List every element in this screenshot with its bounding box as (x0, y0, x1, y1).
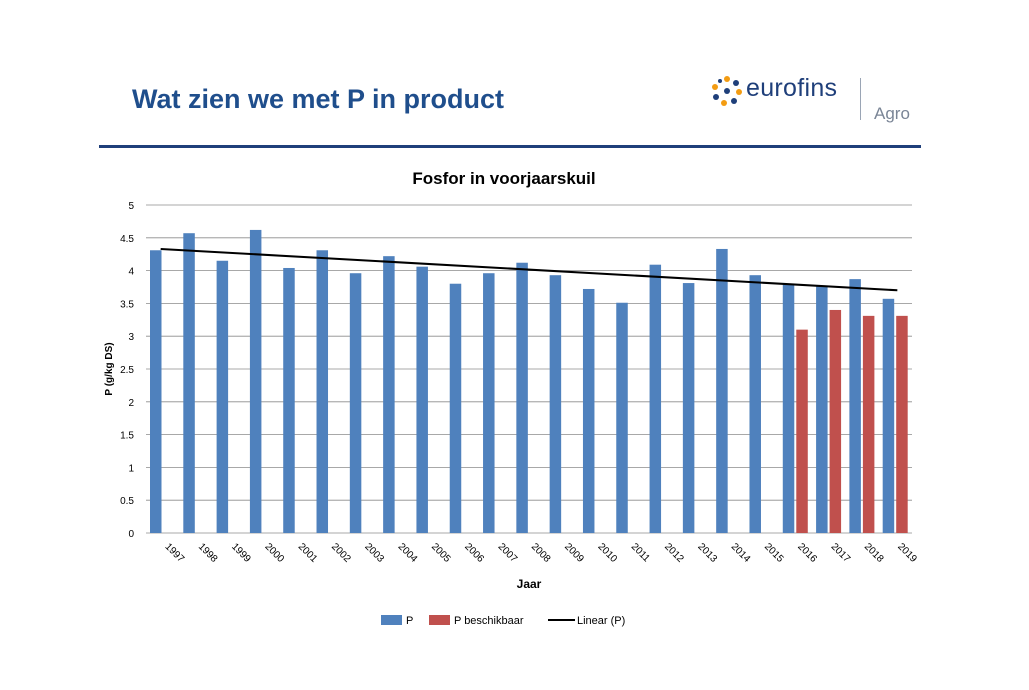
eurofins-dots-icon (712, 76, 742, 106)
bar-p (449, 283, 462, 533)
legend-label-p: P (406, 615, 413, 627)
bar-p (249, 229, 262, 534)
bar-p (882, 298, 895, 533)
legend-swatch-p (381, 615, 402, 625)
y-tick-label: 3 (128, 332, 134, 343)
x-tick-label: 1999 (229, 541, 253, 565)
legend-label-p-beschikbaar: P beschikbaar (454, 615, 524, 627)
legend-label-linear-p: Linear (P) (577, 615, 625, 627)
y-tick-label: 0.5 (120, 496, 134, 507)
chart-title: Fosfor in voorjaarskuil (412, 169, 595, 188)
logo-subtitle: Agro (874, 104, 910, 123)
bar-p (416, 266, 428, 533)
x-tick-label: 1998 (196, 541, 220, 565)
x-tick-label: 2016 (795, 541, 819, 565)
bar-p (649, 264, 662, 533)
bar-p (816, 285, 828, 533)
x-tick-label: 2002 (329, 541, 353, 565)
y-tick-label: 3.5 (120, 299, 134, 310)
x-tick-label: 2019 (895, 541, 919, 565)
bar-p-beschikbaar (862, 315, 875, 533)
y-axis-label: P (g/kg DS) (104, 342, 115, 395)
x-tick-label: 2017 (829, 541, 853, 565)
bar-p (782, 283, 795, 533)
y-tick-label: 4.5 (120, 234, 134, 245)
bar-p-beschikbaar (829, 309, 842, 533)
bar-p (349, 273, 362, 533)
trendline-linear-p (160, 247, 898, 292)
bar-p (383, 256, 395, 533)
x-tick-label: 2018 (862, 541, 886, 565)
x-tick-label: 2012 (662, 541, 686, 565)
bar-p (150, 250, 162, 533)
bar-p (849, 279, 861, 533)
title-rule (99, 145, 921, 148)
x-tick-label: 1997 (163, 541, 187, 565)
x-tick-label: 2001 (296, 541, 320, 565)
bar-p (716, 248, 728, 533)
x-axis-label: Jaar (517, 577, 542, 591)
bar-p (183, 233, 195, 533)
x-tick-label: 2006 (462, 541, 486, 565)
y-tick-label: 1 (128, 463, 134, 474)
x-tick-label: 2008 (529, 541, 553, 565)
bar-p (616, 302, 628, 533)
bar-p (682, 283, 695, 533)
x-tick-label: 2014 (729, 541, 753, 565)
x-tick-label: 2005 (429, 541, 453, 565)
eurofins-logo: eurofins Agro (712, 72, 912, 128)
bar-p (283, 267, 295, 533)
bar-p (582, 288, 595, 533)
bar-p-beschikbaar (796, 329, 808, 533)
slide-title: Wat zien we met P in product (132, 84, 505, 114)
x-tick-label: 2010 (595, 541, 619, 565)
y-tick-label: 2.5 (120, 365, 134, 376)
bar-p (316, 250, 329, 533)
x-tick-label: 2013 (695, 541, 719, 565)
x-tick-label: 2007 (496, 541, 520, 565)
bar-p (516, 262, 528, 533)
y-tick-label: 2 (128, 398, 134, 409)
bar-p (749, 275, 761, 533)
x-tick-label: 2004 (396, 541, 420, 565)
legend-swatch-p-beschikbaar (429, 615, 450, 625)
y-tick-label: 0 (128, 529, 134, 540)
x-tick-label: 2003 (362, 541, 386, 565)
y-tick-label: 5 (128, 201, 134, 212)
x-tick-label: 2009 (562, 541, 586, 565)
bar-p (216, 260, 229, 533)
logo-divider (860, 78, 861, 120)
y-tick-label: 1.5 (120, 431, 134, 442)
logo-wordmark: eurofins (746, 74, 838, 102)
x-tick-label: 2011 (629, 541, 652, 564)
y-tick-label: 4 (128, 267, 134, 278)
bar-p (483, 273, 495, 533)
x-tick-label: 2015 (762, 541, 786, 565)
bar-p (549, 275, 562, 533)
x-tick-label: 2000 (262, 541, 286, 565)
bar-p-beschikbaar (896, 315, 908, 533)
